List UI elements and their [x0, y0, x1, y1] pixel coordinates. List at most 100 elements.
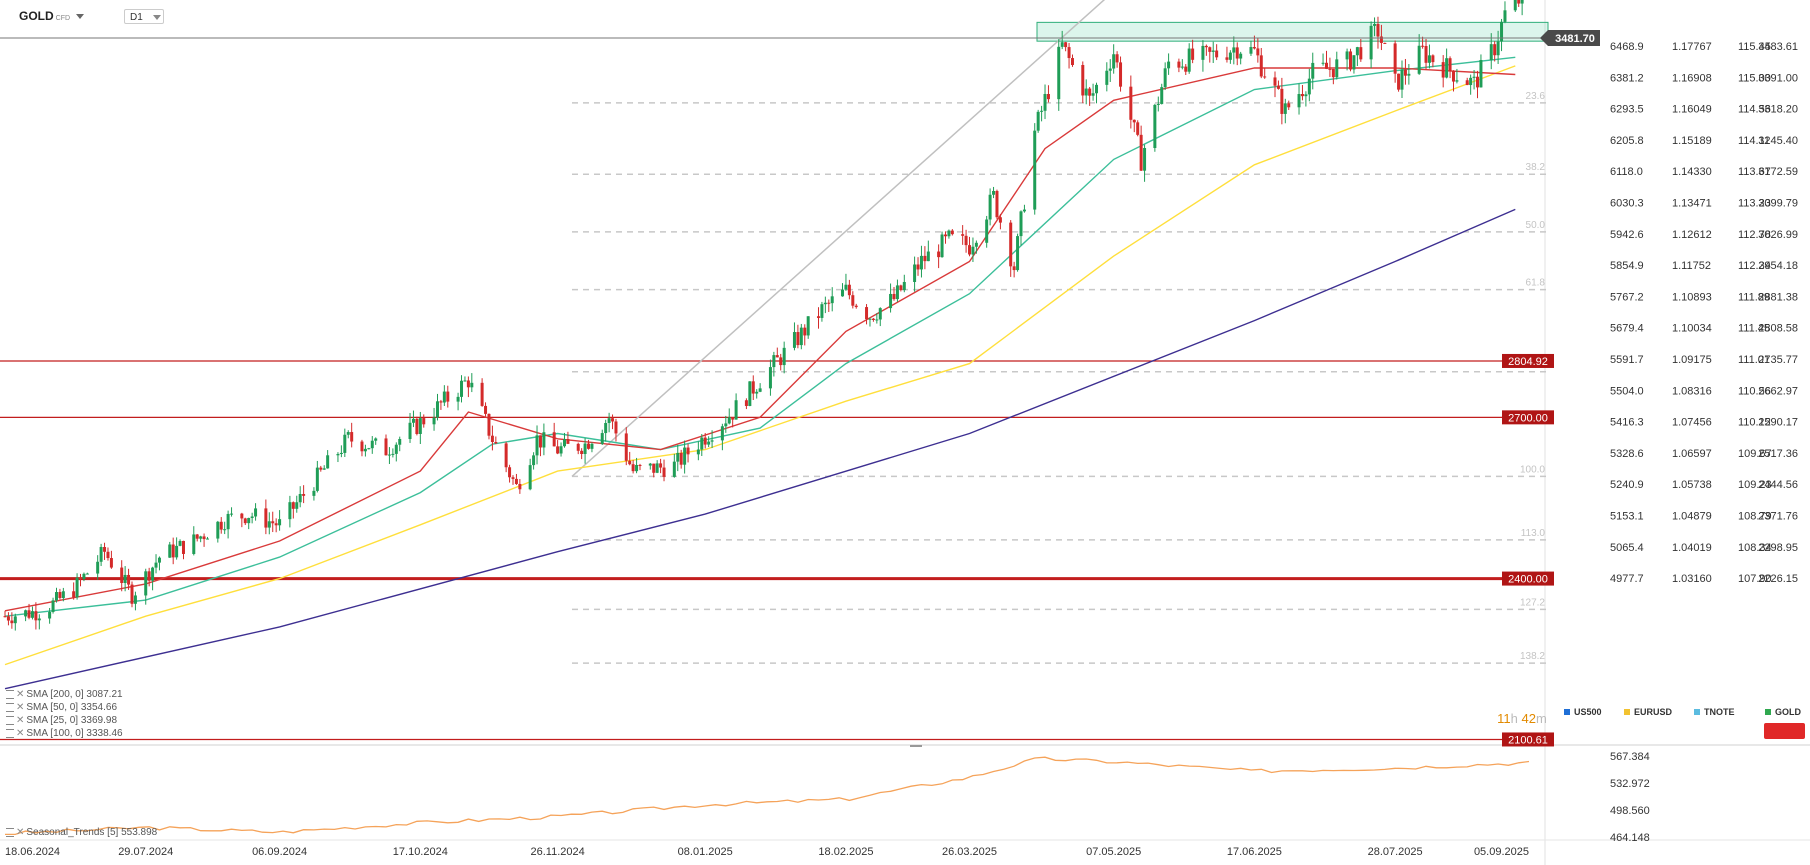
- timeframe-label: D1: [130, 12, 143, 23]
- candle-body: [181, 540, 185, 554]
- candle-body: [889, 293, 893, 309]
- symbol-selector[interactable]: GOLD CFD: [19, 9, 85, 23]
- gold-tick-label: 2881.38: [1758, 291, 1798, 303]
- candle-body: [446, 391, 450, 402]
- candle-body: [192, 534, 196, 554]
- candle-body: [394, 444, 398, 454]
- candle-body: [1493, 44, 1497, 56]
- candle-body: [322, 468, 326, 470]
- gold-tick-label: 2444.56: [1758, 479, 1798, 491]
- candle-body: [1369, 25, 1373, 60]
- candle-body: [1283, 103, 1287, 114]
- candle-body: [950, 230, 954, 235]
- candle-body: [1070, 58, 1074, 66]
- close-icon[interactable]: ✕: [16, 728, 25, 739]
- indicator-sma-25[interactable]: ✕ SMA [25, 0] 3369.98: [6, 715, 117, 726]
- candle-body: [947, 230, 951, 237]
- eurusd-tick-label: 1.04879: [1672, 511, 1712, 523]
- candle-body: [106, 551, 110, 559]
- close-icon[interactable]: ✕: [16, 827, 25, 838]
- settings-icon[interactable]: [6, 715, 14, 725]
- settings-icon[interactable]: [6, 702, 14, 712]
- gold-color-button[interactable]: [1764, 723, 1805, 739]
- timeframe-selector[interactable]: D1: [124, 9, 164, 24]
- close-icon[interactable]: ✕: [16, 689, 25, 700]
- settings-icon[interactable]: [6, 827, 14, 837]
- trend-line[interactable]: [571, 0, 1118, 478]
- candle-body: [768, 367, 772, 389]
- candle-body: [1307, 78, 1311, 95]
- candle-body: [1469, 77, 1473, 86]
- indicator-sma-50[interactable]: ✕ SMA [50, 0] 3354.66: [6, 702, 117, 713]
- candle-body: [1136, 122, 1140, 135]
- candle-body: [968, 245, 972, 255]
- gold-current-label: 3483.61: [1758, 41, 1798, 53]
- eurusd-tick-label: 1.16908: [1672, 72, 1712, 84]
- candle-body: [466, 380, 470, 388]
- candle-body: [168, 544, 172, 558]
- candle-body: [199, 536, 203, 539]
- candle-body: [992, 190, 996, 195]
- settings-icon[interactable]: [6, 728, 14, 738]
- candle-body: [1397, 73, 1401, 90]
- candle-body: [109, 558, 113, 568]
- candle-body: [851, 295, 855, 306]
- candle-body: [439, 401, 443, 403]
- us500-tick-label: 5767.2: [1610, 291, 1644, 303]
- candle-body: [1328, 68, 1332, 70]
- candle-body: [1156, 103, 1160, 105]
- candle-body: [556, 446, 560, 454]
- candle-body: [254, 508, 258, 517]
- tnote-tick-label: 108.79: [1738, 511, 1772, 523]
- candle-body: [490, 435, 494, 443]
- candle-body: [1321, 62, 1325, 64]
- candle-body: [1201, 45, 1205, 60]
- current-price-line: 3481.70: [0, 30, 1600, 46]
- close-icon[interactable]: ✕: [16, 702, 25, 713]
- candle-body: [892, 293, 896, 300]
- candle-body: [679, 452, 683, 465]
- symbol-name: GOLD: [19, 9, 54, 23]
- close-icon[interactable]: ✕: [16, 715, 25, 726]
- eurusd-tick-label: 1.03160: [1672, 573, 1712, 585]
- candle-body: [1204, 45, 1208, 48]
- candle-body: [916, 264, 920, 270]
- sma-line: [4, 208, 1516, 690]
- us500-tick-label: 5679.4: [1610, 323, 1644, 335]
- settings-icon[interactable]: [6, 689, 14, 699]
- candle-body: [72, 591, 76, 598]
- candle-body: [1187, 48, 1191, 72]
- candle-body: [899, 285, 903, 291]
- candle-body: [144, 571, 148, 596]
- candle-body: [130, 584, 134, 604]
- us500-tick-label: 5416.3: [1610, 417, 1644, 429]
- candle-body: [961, 234, 965, 236]
- compare-legend[interactable]: US500 EURUSD TNOTE GOLD: [1564, 707, 1805, 739]
- tnote-tick-label: 114.56: [1738, 104, 1771, 116]
- us500-tick-label: 5854.9: [1610, 260, 1644, 272]
- legend-swatch: [1624, 709, 1630, 715]
- candle-body: [727, 417, 731, 424]
- candle-body: [1355, 47, 1359, 56]
- candle-body: [562, 439, 566, 447]
- candle-body: [30, 611, 34, 618]
- candle-body: [600, 433, 604, 444]
- candle-body: [343, 434, 347, 453]
- us500-tick-label: 5504.0: [1610, 385, 1644, 397]
- indicator-sma-100[interactable]: ✕ SMA [100, 0] 3338.46: [6, 728, 123, 739]
- candle-body: [312, 490, 316, 496]
- candle-body: [1287, 103, 1291, 108]
- indicator-sma-200[interactable]: ✕ SMA [200, 0] 3087.21: [6, 689, 123, 700]
- indicator-seasonal-trends[interactable]: ✕ Seasonal_Trends [5] 553.898: [6, 827, 157, 838]
- level-tag: [1502, 353, 1554, 368]
- candle-body: [1476, 76, 1480, 88]
- candle-body: [350, 432, 354, 442]
- candle-body: [868, 318, 872, 320]
- eurusd-tick-label: 1.16049: [1672, 104, 1712, 116]
- time-tick-label: 17.10.2024: [393, 846, 448, 858]
- indicator-label: SMA [100, 0] 3338.46: [26, 728, 123, 739]
- tnote-tick-label: 110.12: [1738, 417, 1771, 429]
